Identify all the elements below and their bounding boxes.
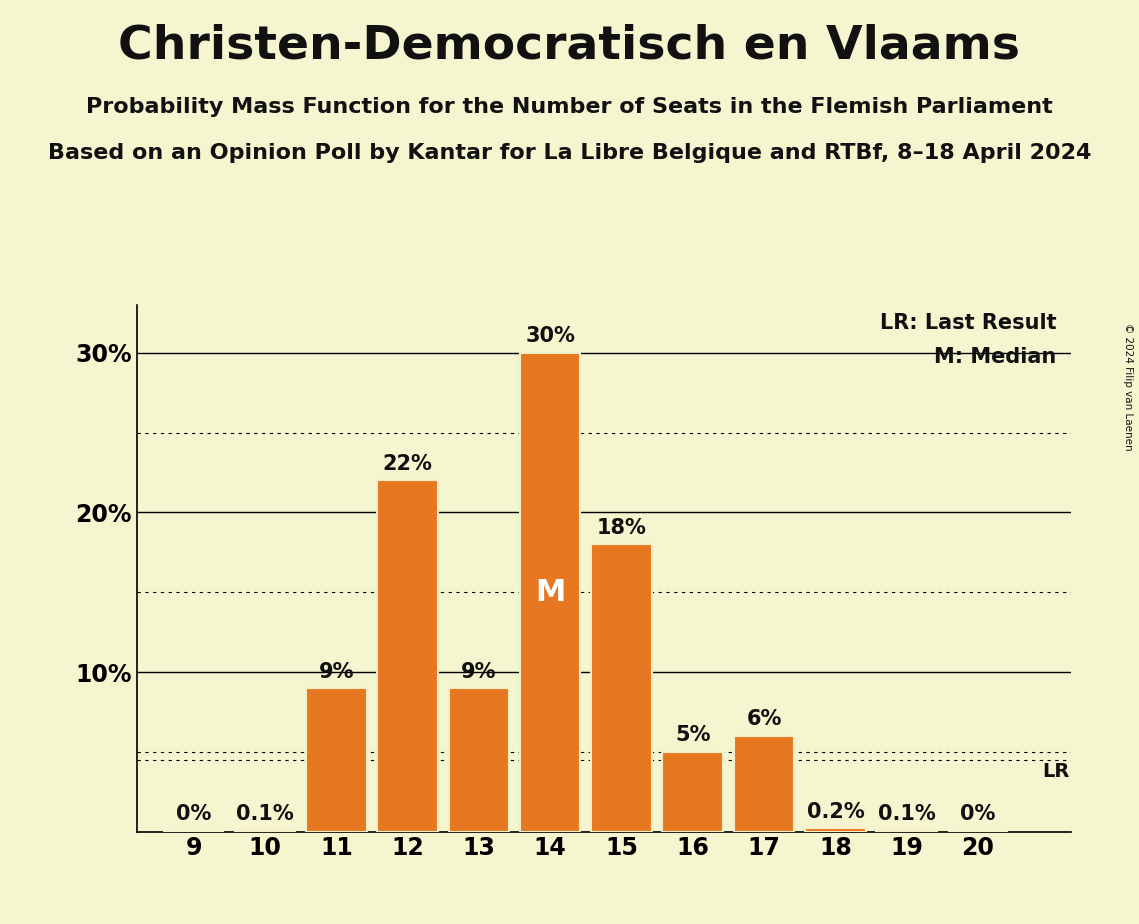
Bar	[663, 752, 723, 832]
Bar	[306, 688, 367, 832]
Bar	[449, 688, 509, 832]
Bar	[591, 544, 652, 832]
Text: Christen-Democratisch en Vlaams: Christen-Democratisch en Vlaams	[118, 23, 1021, 68]
Text: 0%: 0%	[177, 804, 212, 823]
Text: 0.1%: 0.1%	[878, 804, 935, 823]
Text: © 2024 Filip van Laenen: © 2024 Filip van Laenen	[1123, 323, 1133, 451]
Text: 0%: 0%	[960, 804, 995, 823]
Text: 22%: 22%	[383, 454, 433, 474]
Text: 18%: 18%	[597, 518, 647, 538]
Bar	[876, 830, 937, 832]
Bar	[519, 353, 581, 832]
Text: 0.1%: 0.1%	[236, 804, 294, 823]
Text: LR: Last Result: LR: Last Result	[880, 313, 1057, 333]
Text: Probability Mass Function for the Number of Seats in the Flemish Parliament: Probability Mass Function for the Number…	[87, 97, 1052, 117]
Bar	[235, 830, 295, 832]
Text: 6%: 6%	[746, 710, 781, 729]
Text: 5%: 5%	[675, 725, 711, 746]
Bar	[377, 480, 437, 832]
Bar	[805, 829, 866, 832]
Text: 9%: 9%	[319, 662, 354, 682]
Bar	[734, 736, 794, 832]
Text: Based on an Opinion Poll by Kantar for La Libre Belgique and RTBf, 8–18 April 20: Based on an Opinion Poll by Kantar for L…	[48, 143, 1091, 164]
Text: M: M	[535, 578, 565, 607]
Text: LR: LR	[1042, 762, 1070, 781]
Text: 0.2%: 0.2%	[806, 802, 865, 822]
Text: M: Median: M: Median	[934, 347, 1057, 367]
Text: 30%: 30%	[525, 326, 575, 346]
Text: 9%: 9%	[461, 662, 497, 682]
